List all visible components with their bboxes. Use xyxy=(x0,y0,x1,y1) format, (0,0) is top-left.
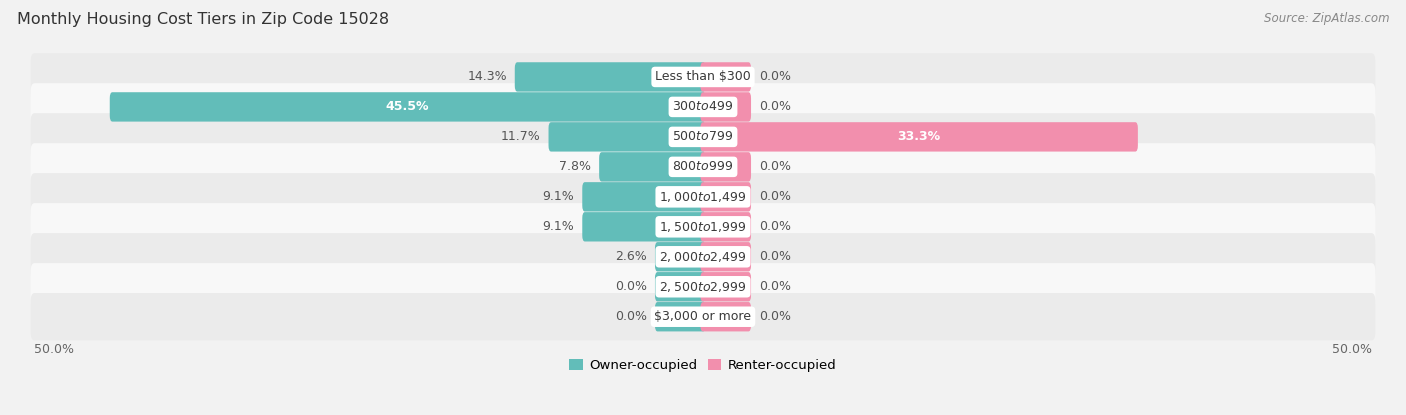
Text: 45.5%: 45.5% xyxy=(385,100,429,113)
FancyBboxPatch shape xyxy=(31,203,1375,251)
FancyBboxPatch shape xyxy=(655,272,706,301)
FancyBboxPatch shape xyxy=(548,122,706,151)
Text: 0.0%: 0.0% xyxy=(759,71,790,83)
Text: 14.3%: 14.3% xyxy=(467,71,508,83)
Text: $2,000 to $2,499: $2,000 to $2,499 xyxy=(659,250,747,264)
Text: 0.0%: 0.0% xyxy=(759,160,790,173)
Text: 33.3%: 33.3% xyxy=(897,130,941,144)
FancyBboxPatch shape xyxy=(700,62,751,92)
FancyBboxPatch shape xyxy=(700,152,751,181)
FancyBboxPatch shape xyxy=(31,233,1375,281)
FancyBboxPatch shape xyxy=(31,293,1375,340)
Text: 2.6%: 2.6% xyxy=(616,250,647,263)
FancyBboxPatch shape xyxy=(700,92,751,122)
FancyBboxPatch shape xyxy=(515,62,706,92)
FancyBboxPatch shape xyxy=(31,113,1375,161)
FancyBboxPatch shape xyxy=(31,83,1375,131)
Text: $1,000 to $1,499: $1,000 to $1,499 xyxy=(659,190,747,204)
Text: $500 to $799: $500 to $799 xyxy=(672,130,734,144)
Text: 0.0%: 0.0% xyxy=(759,190,790,203)
Text: 0.0%: 0.0% xyxy=(759,250,790,263)
FancyBboxPatch shape xyxy=(655,242,706,271)
FancyBboxPatch shape xyxy=(700,212,751,242)
Text: Monthly Housing Cost Tiers in Zip Code 15028: Monthly Housing Cost Tiers in Zip Code 1… xyxy=(17,12,389,27)
FancyBboxPatch shape xyxy=(700,302,751,332)
Text: $2,500 to $2,999: $2,500 to $2,999 xyxy=(659,280,747,294)
FancyBboxPatch shape xyxy=(31,173,1375,220)
Text: 0.0%: 0.0% xyxy=(616,280,647,293)
Text: $3,000 or more: $3,000 or more xyxy=(655,310,751,323)
FancyBboxPatch shape xyxy=(655,302,706,332)
Text: 9.1%: 9.1% xyxy=(543,190,575,203)
FancyBboxPatch shape xyxy=(582,182,706,212)
Text: 0.0%: 0.0% xyxy=(759,100,790,113)
Text: $300 to $499: $300 to $499 xyxy=(672,100,734,113)
Text: $800 to $999: $800 to $999 xyxy=(672,160,734,173)
Text: Less than $300: Less than $300 xyxy=(655,71,751,83)
FancyBboxPatch shape xyxy=(582,212,706,242)
FancyBboxPatch shape xyxy=(31,53,1375,100)
FancyBboxPatch shape xyxy=(700,272,751,301)
Text: 0.0%: 0.0% xyxy=(759,280,790,293)
FancyBboxPatch shape xyxy=(110,92,706,122)
Text: Source: ZipAtlas.com: Source: ZipAtlas.com xyxy=(1264,12,1389,25)
FancyBboxPatch shape xyxy=(700,182,751,212)
FancyBboxPatch shape xyxy=(700,122,1137,151)
Text: 0.0%: 0.0% xyxy=(616,310,647,323)
FancyBboxPatch shape xyxy=(599,152,706,181)
FancyBboxPatch shape xyxy=(31,143,1375,190)
Text: 11.7%: 11.7% xyxy=(501,130,541,144)
Legend: Owner-occupied, Renter-occupied: Owner-occupied, Renter-occupied xyxy=(569,359,837,372)
FancyBboxPatch shape xyxy=(31,263,1375,310)
Text: 0.0%: 0.0% xyxy=(759,220,790,233)
FancyBboxPatch shape xyxy=(700,242,751,271)
Text: 0.0%: 0.0% xyxy=(759,310,790,323)
Text: 7.8%: 7.8% xyxy=(560,160,592,173)
Text: 9.1%: 9.1% xyxy=(543,220,575,233)
Text: $1,500 to $1,999: $1,500 to $1,999 xyxy=(659,220,747,234)
